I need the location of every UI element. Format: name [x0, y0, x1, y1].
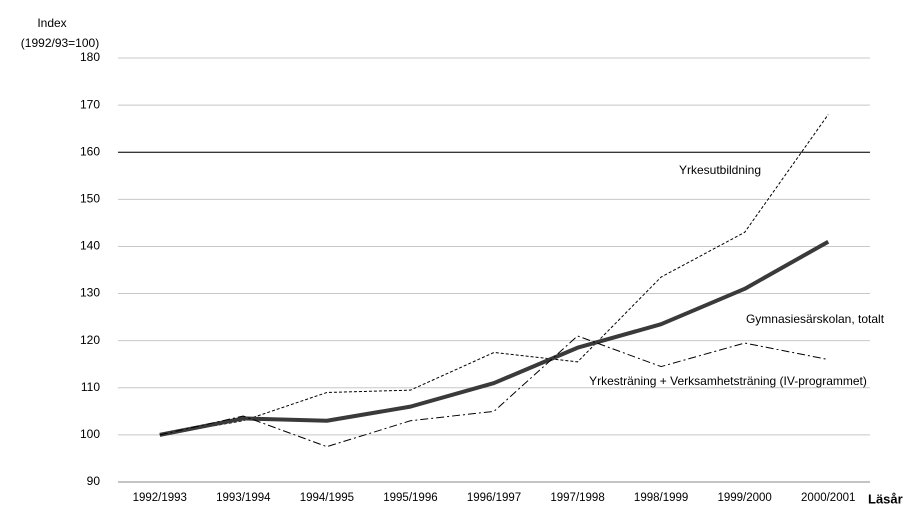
y-tick-label: 120	[80, 333, 100, 347]
x-tick-label: 1998/1999	[634, 492, 688, 504]
series-label: Yrkesutbildning	[679, 163, 761, 177]
y-tick-label: 110	[81, 380, 100, 394]
x-tick-label: 1993/1994	[216, 492, 271, 504]
series-label: Gymnasiesärskolan, totalt	[746, 312, 885, 326]
x-tick-label: 1995/1996	[383, 492, 437, 504]
y-tick-label: 150	[80, 192, 100, 206]
y-tick-label: 90	[87, 474, 101, 488]
y-axis-label: (1992/93=100)	[21, 36, 99, 50]
series-label: Yrkesträning + Verksamhetsträning (IV-pr…	[589, 374, 867, 388]
series-line	[159, 335, 829, 448]
x-tick-label: 1994/1995	[300, 492, 354, 504]
x-tick-label: 2000/2001	[801, 492, 855, 504]
y-tick-label: 160	[80, 144, 100, 158]
x-tick-label: 1992/1993	[133, 492, 187, 504]
series-line	[159, 239, 830, 437]
y-tick-label: 180	[80, 50, 100, 64]
x-tick-label: 1996/1997	[467, 492, 521, 504]
y-tick-label: 130	[80, 286, 100, 300]
x-tick-label: 1999/2000	[717, 492, 771, 504]
x-axis-label: Läsår	[868, 491, 903, 506]
x-tick-label: 1997/1998	[550, 492, 604, 504]
y-tick-label: 100	[80, 427, 100, 441]
y-axis-label: Index	[37, 16, 66, 30]
y-tick-label: 170	[80, 97, 100, 111]
y-tick-label: 140	[80, 239, 100, 253]
